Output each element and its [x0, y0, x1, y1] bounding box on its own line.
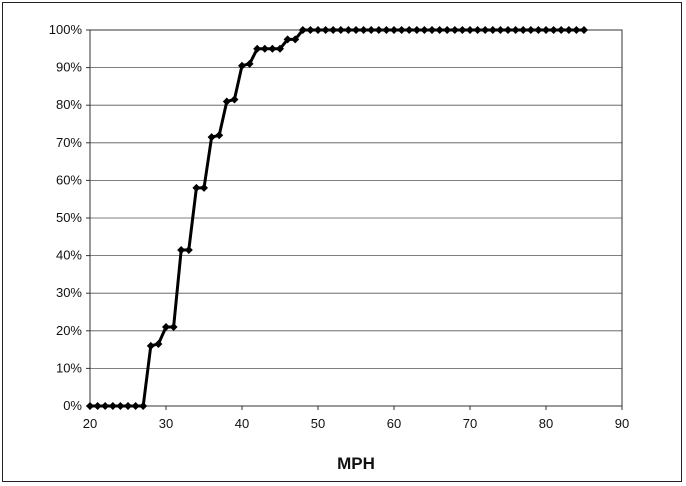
y-tick-label: 40%	[56, 248, 82, 263]
x-tick-label: 90	[615, 416, 629, 431]
y-tick-label: 100%	[49, 22, 83, 37]
data-point	[344, 26, 353, 34]
data-point	[101, 402, 110, 410]
x-tick-label: 20	[83, 416, 97, 431]
data-point	[321, 26, 330, 34]
data-point	[177, 245, 186, 254]
data-point	[200, 183, 208, 192]
y-tick-label: 30%	[56, 285, 82, 300]
data-point	[466, 26, 474, 34]
y-tick-label: 0%	[63, 398, 82, 413]
data-point	[276, 44, 284, 53]
data-point	[124, 402, 132, 410]
data-point	[443, 26, 452, 34]
data-point	[352, 26, 360, 34]
data-point	[329, 26, 338, 34]
data-point	[162, 323, 170, 332]
series	[86, 26, 588, 410]
y-tick-label: 90%	[56, 60, 82, 75]
data-point	[405, 26, 414, 34]
y-tick-label: 50%	[56, 210, 82, 225]
data-point	[580, 26, 588, 34]
y-tick-label: 70%	[56, 135, 82, 150]
x-tick-label: 70	[463, 416, 477, 431]
data-point	[382, 26, 391, 34]
data-point	[542, 26, 550, 34]
data-point	[336, 26, 345, 34]
y-axis: 0% 10% 20% 30% 40% 50% 60% 70% 80% 90% 100%	[49, 22, 90, 413]
data-point	[131, 402, 140, 410]
data-point	[314, 26, 322, 34]
data-point	[192, 183, 201, 192]
data-point	[450, 26, 459, 34]
data-point	[93, 402, 102, 410]
x-axis: 20 30 40 50 60 70 80 90	[83, 406, 629, 431]
data-point	[86, 402, 94, 410]
data-point	[207, 133, 216, 142]
y-tick-label: 60%	[56, 172, 82, 187]
data-point	[253, 44, 262, 53]
data-point	[298, 26, 307, 34]
data-point	[534, 26, 543, 34]
data-point	[435, 26, 444, 34]
data-point	[504, 26, 512, 34]
data-point	[154, 339, 163, 348]
data-point	[557, 26, 566, 34]
data-point	[481, 26, 490, 34]
data-point	[260, 44, 269, 53]
data-point	[146, 341, 155, 350]
data-point	[283, 35, 292, 44]
data-point	[428, 26, 436, 34]
data-point	[458, 26, 467, 34]
x-tick-label: 40	[235, 416, 249, 431]
x-tick-label: 30	[159, 416, 173, 431]
data-point	[374, 26, 383, 34]
grid	[90, 67, 622, 369]
data-point	[215, 131, 224, 140]
data-point	[412, 26, 421, 34]
data-point	[488, 26, 497, 34]
data-point	[564, 26, 573, 34]
data-point	[268, 44, 277, 53]
data-point	[511, 26, 520, 34]
y-tick-label: 80%	[56, 97, 82, 112]
data-point	[245, 59, 254, 68]
data-point	[108, 402, 117, 410]
y-tick-label: 10%	[56, 360, 82, 375]
data-point	[230, 95, 239, 104]
data-point	[116, 402, 125, 410]
data-point	[291, 35, 300, 44]
data-point	[390, 26, 398, 34]
x-tick-label: 60	[387, 416, 401, 431]
data-point	[367, 26, 376, 34]
x-tick-label: 80	[539, 416, 553, 431]
data-point	[572, 26, 581, 34]
data-point	[473, 26, 482, 34]
data-point	[526, 26, 535, 34]
data-point	[420, 26, 429, 34]
data-point	[519, 26, 528, 34]
chart-frame	[2, 2, 682, 482]
data-point	[184, 245, 193, 254]
data-point	[359, 26, 368, 34]
data-point	[238, 61, 246, 70]
data-point	[222, 97, 231, 106]
y-tick-label: 20%	[56, 323, 82, 338]
data-point	[496, 26, 505, 34]
data-point	[549, 26, 558, 34]
x-tick-label: 50	[311, 416, 325, 431]
data-point	[169, 323, 178, 332]
data-point	[397, 26, 406, 34]
data-point	[306, 26, 315, 34]
data-point	[139, 402, 148, 410]
x-axis-title: MPH	[337, 454, 375, 473]
